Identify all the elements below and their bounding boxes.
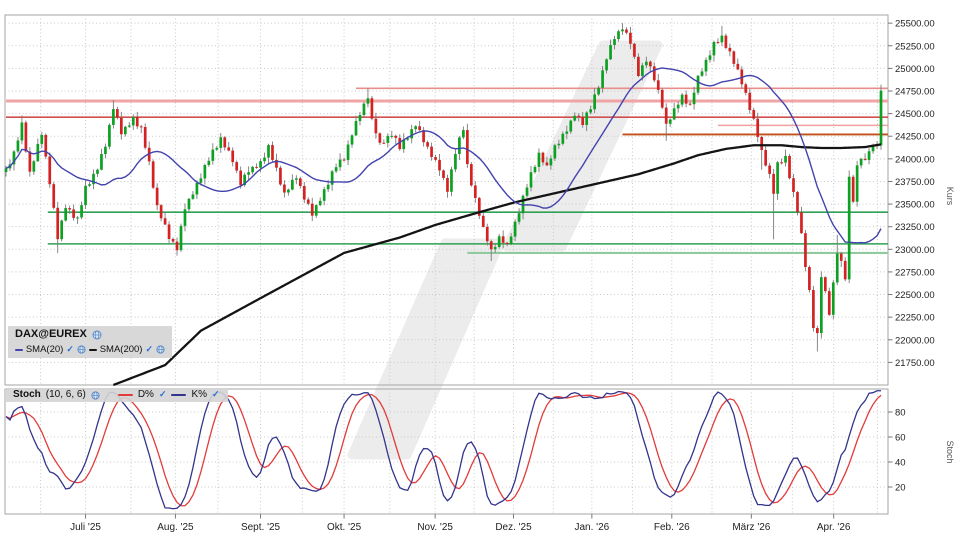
stoch-title: Stoch	[13, 388, 41, 400]
svg-text:22000.00: 22000.00	[895, 335, 935, 346]
stoch-k-swatch	[171, 394, 187, 396]
stoch-k-label: K%	[191, 388, 208, 400]
sma20-label: SMA(20)	[25, 343, 64, 355]
svg-text:Aug. '25: Aug. '25	[157, 522, 194, 533]
stoch-legend: Stoch (10, 6, 6) D% ✓ K% ✓	[5, 388, 228, 402]
sma20-line	[5, 67, 882, 244]
sma200-label: SMA(200)	[99, 343, 143, 355]
stochastic-series	[5, 390, 882, 510]
axis-labels: 25500.00 25250.00 25000.00 24750.00 24500.00…	[70, 19, 955, 533]
svg-text:25500.00: 25500.00	[895, 19, 935, 30]
svg-text:20: 20	[895, 483, 906, 494]
svg-text:80: 80	[895, 408, 906, 419]
svg-text:24750.00: 24750.00	[895, 86, 935, 97]
stoch-d-swatch	[117, 394, 133, 396]
svg-text:März '26: März '26	[732, 522, 770, 533]
globe-icon[interactable]	[91, 390, 100, 400]
stoch-d-label: D%	[137, 388, 154, 400]
sma20	[5, 67, 882, 244]
panel-borders	[4, 14, 889, 515]
svg-text:23000.00: 23000.00	[895, 245, 935, 256]
candlestick-series	[4, 23, 883, 352]
support-resistance-levels	[6, 87, 888, 255]
sma200	[112, 143, 882, 387]
svg-text:22750.00: 22750.00	[895, 267, 935, 278]
svg-text:24500.00: 24500.00	[895, 109, 935, 120]
svg-text:23750.00: 23750.00	[895, 177, 935, 188]
stoch-params: (10, 6, 6)	[45, 388, 86, 400]
svg-text:Dez. '25: Dez. '25	[495, 522, 532, 533]
sma200-checkbox[interactable]: ✓	[145, 344, 153, 355]
stoch-k-line	[5, 390, 881, 510]
svg-text:Jan. '26: Jan. '26	[574, 522, 609, 533]
svg-text:Sept. '25: Sept. '25	[241, 522, 281, 533]
main-legend: DAX@EUREX SMA(20) ✓ SMA(200) ✓	[8, 326, 172, 358]
svg-text:40: 40	[895, 458, 906, 469]
svg-text:Stoch: Stoch	[945, 440, 955, 463]
svg-text:22500.00: 22500.00	[895, 290, 935, 301]
svg-text:24250.00: 24250.00	[895, 132, 935, 143]
svg-text:Juli '25: Juli '25	[70, 522, 101, 533]
svg-text:Nov. '25: Nov. '25	[417, 522, 453, 533]
svg-text:Kurs: Kurs	[945, 187, 955, 206]
stoch-k-checkbox[interactable]: ✓	[212, 389, 220, 400]
globe-icon[interactable]	[156, 345, 165, 354]
svg-text:Okt. '25: Okt. '25	[327, 522, 362, 533]
sma200-line	[112, 143, 882, 387]
svg-text:25250.00: 25250.00	[895, 41, 935, 52]
sma20-checkbox[interactable]: ✓	[66, 344, 74, 355]
instrument-title: DAX@EUREX	[15, 328, 87, 340]
stoch-d-checkbox[interactable]: ✓	[158, 389, 167, 400]
svg-text:60: 60	[895, 433, 906, 444]
stoch-d-line	[5, 392, 882, 507]
svg-text:25000.00: 25000.00	[895, 64, 935, 75]
svg-text:23250.00: 23250.00	[895, 222, 935, 233]
svg-text:24000.00: 24000.00	[895, 154, 935, 165]
sma200-swatch	[88, 348, 97, 351]
globe-icon[interactable]	[77, 345, 86, 354]
globe-icon[interactable]	[92, 330, 102, 340]
sma20-swatch	[15, 348, 23, 351]
svg-text:23500.00: 23500.00	[895, 200, 935, 211]
svg-text:21750.00: 21750.00	[895, 358, 935, 369]
svg-text:22250.00: 22250.00	[895, 313, 935, 324]
svg-text:Feb. '26: Feb. '26	[654, 522, 690, 533]
svg-text:Apr. '26: Apr. '26	[817, 522, 851, 533]
